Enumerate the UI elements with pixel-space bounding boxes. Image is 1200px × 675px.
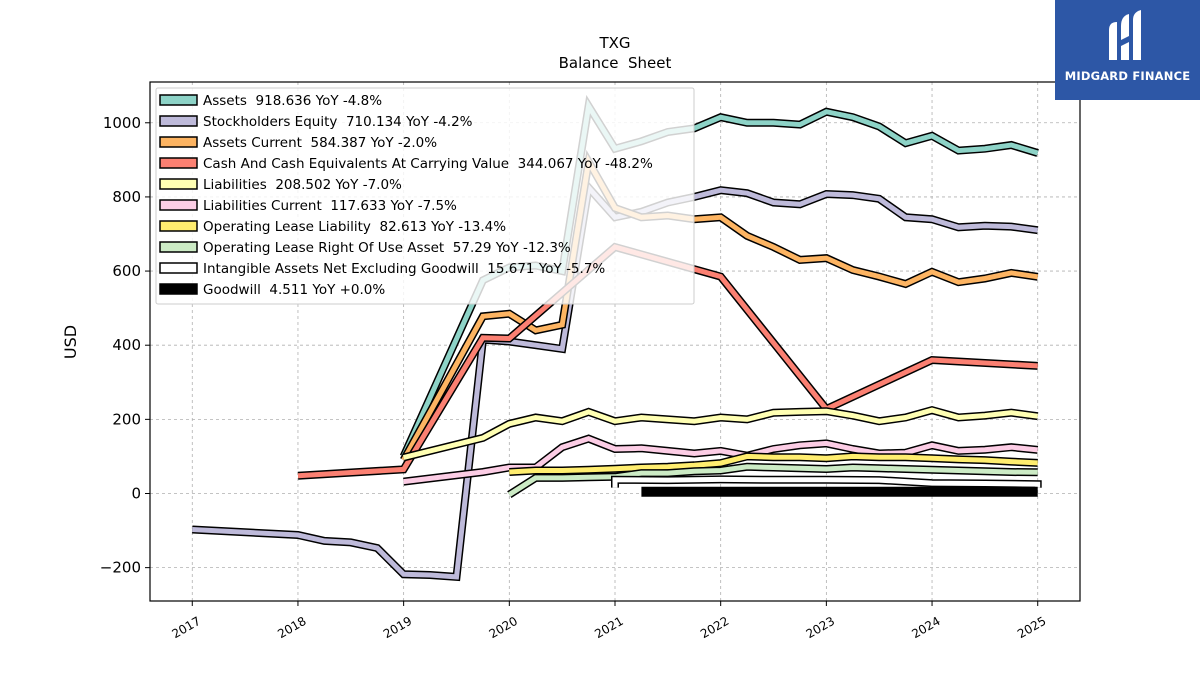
legend-entry: Liabilities 208.502 YoY -7.0% [203,177,402,193]
legend-box [155,87,695,305]
x-tick-label: 2021 [592,614,625,641]
legend-entry: Intangible Assets Net Excluding Goodwill… [203,261,605,277]
y-tick-label: −200 [100,559,141,577]
series-4 [402,405,1039,462]
x-tick-label: 2020 [487,614,520,641]
y-tick-label: 600 [112,262,141,280]
legend-swatch [159,262,198,274]
legend-entry: Stockholders Equity 710.134 YoY -4.2% [203,114,473,130]
x-tick-label: 2017 [170,614,203,641]
brand-name: MIDGARD FINANCE [1064,69,1191,83]
legend-swatch [159,157,198,169]
legend-swatch [159,283,198,295]
legend-swatch [159,241,198,253]
x-tick-label: 2023 [804,614,837,641]
legend-entry: Operating Lease Right Of Use Asset 57.29… [203,240,571,256]
legend-swatch [159,115,198,127]
legend-swatch [159,178,198,190]
legend-entry: Cash And Cash Equivalents At Carrying Va… [203,156,653,172]
chart-subtitle: Balance Sheet [559,54,672,72]
legend-entry: Assets 918.636 YoY -4.8% [203,93,382,109]
y-tick-label: 0 [131,484,141,502]
legend: Assets 918.636 YoY -4.8% Stockholders Equ… [155,87,695,305]
y-tick-label: 1000 [103,114,141,132]
y-axis-ticks: −200 0 200 400 600 800 1000 [100,114,150,577]
series-2 [400,149,1039,463]
legend-swatch [159,94,198,106]
x-axis-ticks: 2017 2018 2019 2020 2021 2022 2023 2024 2025 [170,601,1048,641]
x-tick-label: 2025 [1015,614,1048,641]
series-line [612,476,1041,488]
series-line [403,407,1039,460]
x-tick-label: 2019 [381,614,414,641]
series-6 [509,452,1038,476]
midgard-finance-logo-icon [1109,10,1141,60]
legend-entry: Liabilities Current 117.633 YoY -7.5% [203,198,457,214]
x-tick-label: 2018 [275,614,308,641]
series-line [507,464,1038,497]
legend-swatch [159,220,198,232]
legend-entry: Goodwill 4.511 YoY +0.0% [203,282,385,298]
y-tick-label: 800 [112,188,141,206]
series-8 [611,475,1042,489]
x-tick-label: 2022 [698,614,731,641]
legend-entry: Operating Lease Liability 82.613 YoY -13… [203,219,506,235]
legend-swatch [159,136,198,148]
y-axis-label: USD [61,325,80,359]
x-tick-label: 2024 [909,614,942,641]
series-7 [507,462,1038,498]
series-line [509,453,1038,475]
chart-title: TXG [598,34,630,52]
legend-entry: Assets Current 584.387 YoY -2.0% [203,135,437,151]
y-tick-label: 400 [112,336,141,354]
brand-logo: MIDGARD FINANCE [1055,0,1200,100]
series-line [401,154,1039,462]
y-tick-label: 200 [112,410,141,428]
legend-swatch [159,199,198,211]
